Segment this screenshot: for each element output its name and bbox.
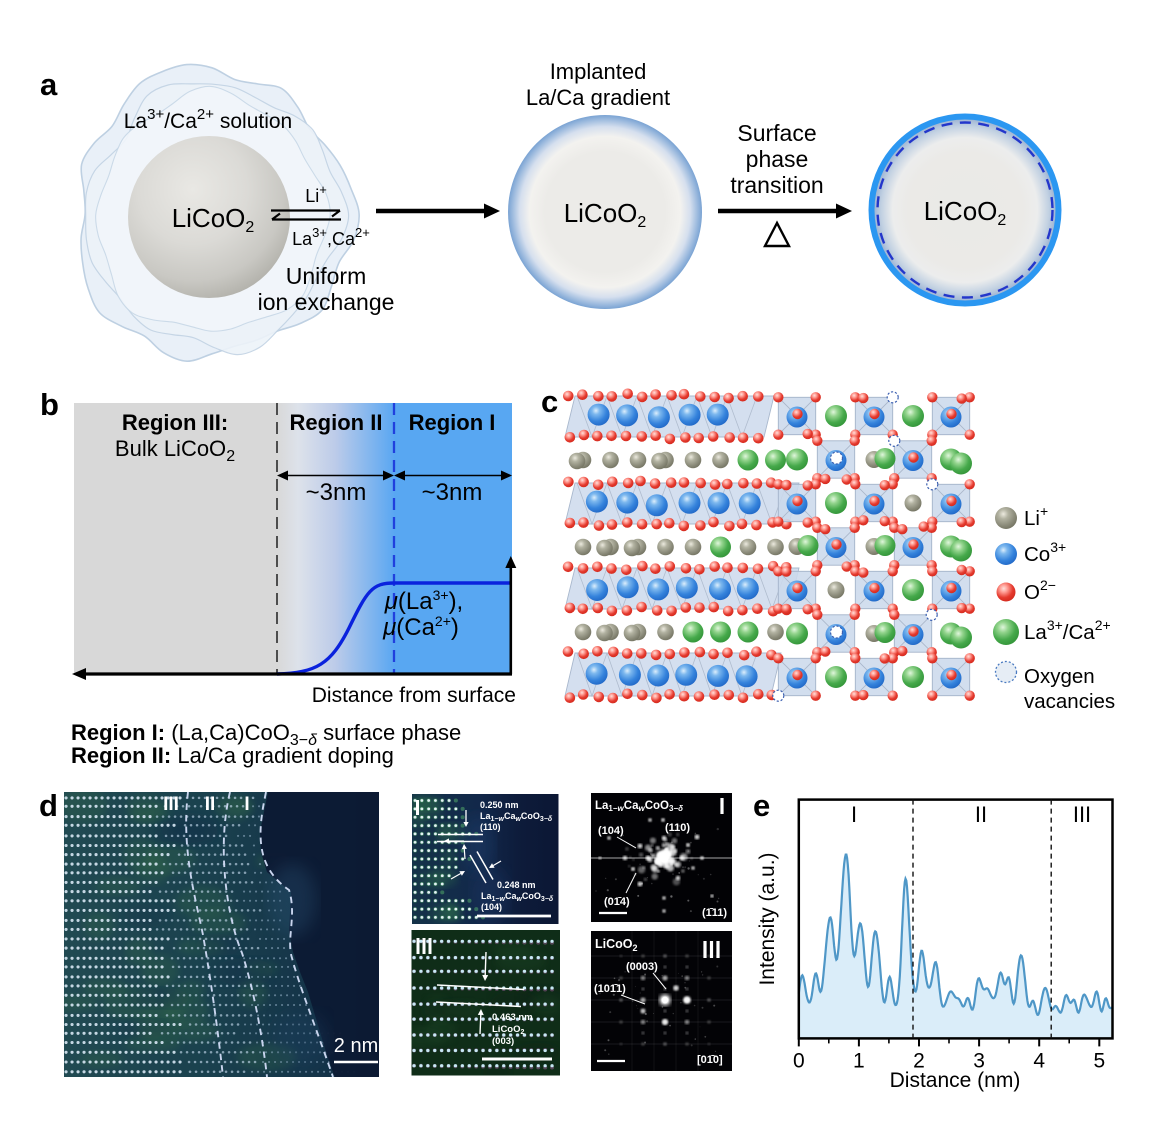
svg-text:(104): (104) — [598, 825, 624, 837]
svg-text:[01̄0]: [01̄0] — [697, 1054, 723, 1066]
svg-text:II: II — [975, 802, 987, 827]
svg-text:Distance from surface: Distance from surface — [312, 684, 516, 707]
svg-text:Distance (nm): Distance (nm) — [890, 1069, 1021, 1092]
svg-text:I: I — [244, 794, 249, 815]
svg-text:Implanted: Implanted — [550, 59, 647, 84]
svg-text:e: e — [753, 788, 770, 823]
svg-text:2 nm: 2 nm — [334, 1035, 378, 1057]
svg-text:a: a — [40, 67, 58, 102]
svg-text:phase: phase — [746, 146, 809, 172]
svg-text:4: 4 — [1033, 1049, 1045, 1072]
svg-text:LiCoO2: LiCoO2 — [492, 1024, 525, 1036]
svg-text:2: 2 — [913, 1049, 925, 1072]
svg-text:ion exchange: ion exchange — [258, 289, 395, 315]
svg-text:0.250 nm: 0.250 nm — [480, 800, 519, 810]
svg-text:0.463 nm: 0.463 nm — [492, 1012, 533, 1023]
svg-text:LiCoO2: LiCoO2 — [564, 198, 647, 231]
svg-text:(0003): (0003) — [626, 961, 658, 973]
svg-text:(110): (110) — [665, 822, 690, 834]
svg-text:La1−wCawCoO3−δ: La1−wCawCoO3−δ — [595, 800, 683, 813]
svg-text:0.248 nm: 0.248 nm — [497, 880, 536, 890]
svg-text:LiCoO2: LiCoO2 — [924, 196, 1007, 229]
svg-text:Region I: (La,Ca)CoO3−δ surfac: Region I: (La,Ca)CoO3−δ surface phase — [71, 720, 461, 749]
svg-text:Oxygen: Oxygen — [1024, 665, 1095, 688]
svg-text:I: I — [851, 802, 857, 827]
svg-text:~3nm: ~3nm — [306, 479, 367, 506]
svg-text:vacancies: vacancies — [1024, 690, 1115, 713]
svg-text:Bulk LiCoO2: Bulk LiCoO2 — [115, 436, 235, 465]
svg-text:Region II: Region II — [290, 410, 383, 435]
svg-text:Surface: Surface — [737, 120, 816, 146]
svg-text:0: 0 — [793, 1049, 805, 1072]
svg-text:(1̄11): (1̄11) — [702, 907, 727, 919]
svg-text:(003): (003) — [492, 1036, 514, 1047]
svg-text:LiCoO2: LiCoO2 — [172, 203, 255, 236]
svg-text:(101̄1): (101̄1) — [594, 983, 626, 995]
svg-text:(110): (110) — [480, 822, 501, 832]
svg-text:III: III — [163, 794, 179, 815]
svg-text:Region II: La/Ca gradient dopi: Region II: La/Ca gradient doping — [71, 743, 394, 768]
svg-text:(01̄4): (01̄4) — [604, 896, 630, 908]
svg-text:1: 1 — [853, 1049, 865, 1072]
svg-text:~3nm: ~3nm — [422, 479, 483, 506]
svg-text:d: d — [39, 788, 58, 823]
svg-text:3: 3 — [973, 1049, 985, 1072]
svg-text:La3+/Ca2+: La3+/Ca2+ — [1024, 617, 1111, 644]
svg-text:Region III:: Region III: — [122, 410, 228, 435]
svg-text:Intensity (a.u.): Intensity (a.u.) — [756, 852, 779, 985]
svg-text:b: b — [40, 387, 59, 422]
svg-text:(104): (104) — [481, 902, 502, 912]
svg-text:LiCoO2: LiCoO2 — [595, 937, 638, 953]
svg-text:Uniform: Uniform — [286, 263, 367, 289]
svg-text:La3+,Ca2+: La3+,Ca2+ — [292, 225, 370, 249]
svg-text:La/Ca gradient: La/Ca gradient — [526, 85, 670, 110]
svg-text:Region I: Region I — [409, 410, 496, 435]
svg-text:μ(La3+),: μ(La3+), — [384, 587, 463, 615]
svg-text:III: III — [1073, 802, 1091, 827]
svg-text:c: c — [541, 384, 558, 419]
svg-text:transition: transition — [730, 172, 823, 198]
svg-text:II: II — [205, 794, 216, 815]
svg-text:5: 5 — [1093, 1049, 1105, 1072]
